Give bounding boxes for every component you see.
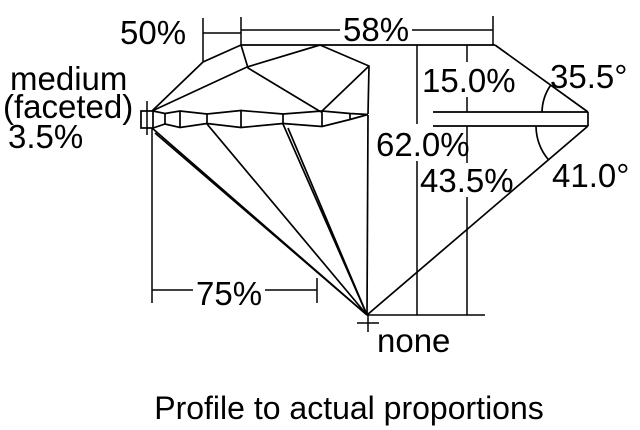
- table-size-label: 58%: [343, 11, 409, 48]
- star-length-label: 50%: [120, 14, 186, 51]
- girdle-thickness-label-line3: 3.5%: [8, 118, 83, 155]
- pavilion-angle-label: 41.0°: [552, 157, 629, 194]
- dimension-lines: [146, 16, 494, 332]
- crown-angle-label: 35.5°: [550, 58, 627, 95]
- crown-angle-arc: [541, 84, 552, 113]
- angle-arcs: [535, 84, 552, 161]
- pavilion-facet-lines: [206, 114, 369, 316]
- girdle-band: [140, 109, 588, 129]
- diamond-profile-outline: [151, 44, 589, 316]
- crown-height-label: 15.0%: [422, 62, 516, 99]
- girdle-thickness-label-line1: medium: [10, 60, 127, 97]
- culet-label: none: [377, 322, 450, 359]
- pavilion-depth-label: 43.5%: [420, 162, 514, 199]
- pavilion-angle-arc: [535, 125, 550, 161]
- crown-facet-lines: [151, 44, 370, 115]
- diagram-caption: Profile to actual proportions: [154, 390, 544, 426]
- lower-girdle-label: 75%: [196, 275, 262, 312]
- girdle-thickness-label-line2: (faceted): [3, 88, 133, 125]
- total-depth-label: 62.0%: [376, 126, 470, 163]
